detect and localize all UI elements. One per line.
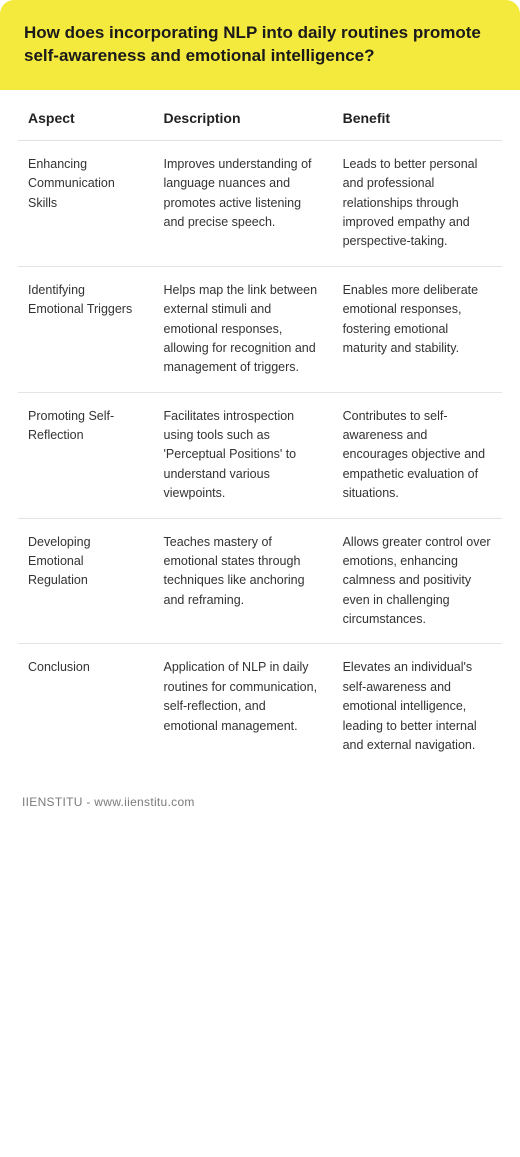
cell-aspect: Enhancing Communication Skills bbox=[18, 140, 154, 266]
cell-benefit: Leads to better personal and professiona… bbox=[333, 140, 502, 266]
table-row: Conclusion Application of NLP in daily r… bbox=[18, 644, 502, 769]
cell-aspect: Identifying Emotional Triggers bbox=[18, 266, 154, 392]
table-container: Aspect Description Benefit Enhancing Com… bbox=[0, 90, 520, 769]
table-row: Enhancing Communication Skills Improves … bbox=[18, 140, 502, 266]
col-header-aspect: Aspect bbox=[18, 90, 154, 141]
col-header-description: Description bbox=[154, 90, 333, 141]
cell-aspect: Conclusion bbox=[18, 644, 154, 769]
cell-benefit: Allows greater control over emotions, en… bbox=[333, 518, 502, 644]
cell-benefit: Contributes to self-awareness and encour… bbox=[333, 392, 502, 518]
table-row: Identifying Emotional Triggers Helps map… bbox=[18, 266, 502, 392]
cell-description: Application of NLP in daily routines for… bbox=[154, 644, 333, 769]
title-block: How does incorporating NLP into daily ro… bbox=[0, 0, 520, 90]
page-title: How does incorporating NLP into daily ro… bbox=[24, 22, 496, 68]
footer-credit: IIENSTITU - www.iienstitu.com bbox=[0, 769, 520, 827]
cell-benefit: Enables more deliberate emotional respon… bbox=[333, 266, 502, 392]
cell-description: Facilitates introspection using tools su… bbox=[154, 392, 333, 518]
content-table: Aspect Description Benefit Enhancing Com… bbox=[18, 90, 502, 769]
cell-description: Helps map the link between external stim… bbox=[154, 266, 333, 392]
table-header-row: Aspect Description Benefit bbox=[18, 90, 502, 141]
info-card: How does incorporating NLP into daily ro… bbox=[0, 0, 520, 827]
table-row: Promoting Self-Reflection Facilitates in… bbox=[18, 392, 502, 518]
cell-aspect: Promoting Self-Reflection bbox=[18, 392, 154, 518]
table-row: Developing Emotional Regulation Teaches … bbox=[18, 518, 502, 644]
cell-description: Improves understanding of language nuanc… bbox=[154, 140, 333, 266]
col-header-benefit: Benefit bbox=[333, 90, 502, 141]
cell-aspect: Developing Emotional Regulation bbox=[18, 518, 154, 644]
cell-benefit: Elevates an individual's self-awareness … bbox=[333, 644, 502, 769]
cell-description: Teaches mastery of emotional states thro… bbox=[154, 518, 333, 644]
